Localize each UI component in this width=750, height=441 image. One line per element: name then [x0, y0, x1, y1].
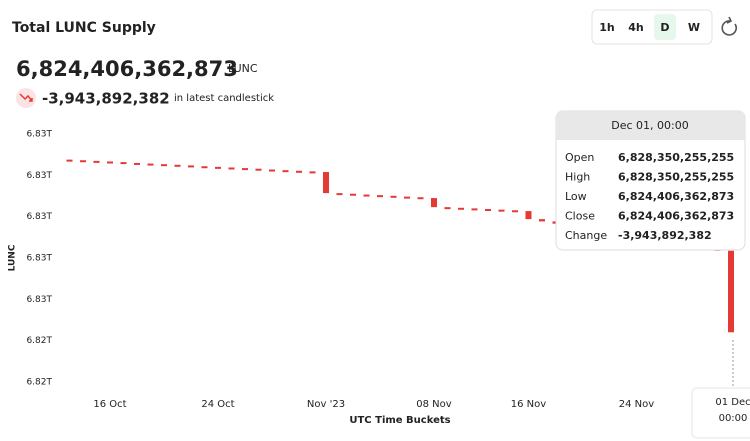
tooltip-row-name: Close	[565, 210, 595, 223]
interval-button[interactable]: 4h	[628, 21, 644, 34]
candle-body	[458, 207, 464, 210]
tooltip-row-value: -3,943,892,382	[618, 229, 712, 242]
candle-body	[525, 211, 532, 220]
candle-body	[363, 194, 370, 197]
candle-body	[309, 171, 316, 174]
candle-body	[417, 197, 424, 200]
candle-body	[66, 159, 73, 162]
y-tick-label: 6.83T	[26, 212, 52, 222]
crosshair-date: 01 Dec	[715, 397, 750, 408]
interval-button[interactable]: 1h	[599, 21, 615, 34]
candle-body	[512, 210, 518, 213]
candle-body	[269, 169, 275, 172]
y-tick-label: 6.82T	[26, 336, 52, 346]
x-tick-label: 24 Oct	[201, 399, 234, 410]
unit: LUNC	[228, 62, 258, 75]
candle-body	[728, 250, 734, 333]
candle-body	[228, 167, 235, 170]
tooltip-row-value: 6,824,406,362,873	[618, 190, 734, 203]
x-tick-label: 08 Nov	[416, 399, 452, 410]
y-tick-label: 6.83T	[26, 254, 52, 264]
candle-body	[296, 170, 302, 173]
candle-body	[377, 195, 383, 198]
candle-body	[323, 172, 329, 194]
crosshair-label-bg	[691, 387, 750, 439]
x-tick-label: 24 Nov	[619, 399, 655, 410]
y-tick-label: 6.82T	[26, 378, 52, 388]
change-note: in latest candlestick	[174, 93, 274, 104]
interval-button[interactable]: D	[660, 21, 669, 34]
candle-body	[201, 166, 208, 169]
candle-body	[539, 219, 545, 222]
x-tick-label: 16 Oct	[93, 399, 126, 410]
candle-body	[498, 209, 505, 212]
down-arrow	[19, 93, 33, 102]
tooltip-header	[556, 111, 745, 140]
tooltip-row-value: 6,828,350,255,255	[618, 171, 734, 184]
tooltip-row-name: Low	[565, 190, 587, 203]
interval-group	[591, 9, 713, 45]
supply: 6,824,406,362,873	[16, 57, 238, 81]
candle-body	[444, 207, 451, 210]
crosshair-time: 00:00	[719, 413, 748, 424]
candle-body	[255, 168, 262, 171]
candle-body	[107, 161, 113, 164]
candle-body	[134, 162, 140, 165]
title: Total LUNC Supply	[12, 20, 156, 36]
candle-body	[471, 208, 478, 211]
candle-body	[350, 193, 356, 196]
candle-body	[93, 160, 100, 163]
candle-body	[120, 162, 127, 165]
tooltip-row-value: 6,828,350,255,255	[618, 151, 734, 164]
candle-body	[174, 164, 181, 167]
x-tick-label: 16 Nov	[511, 399, 547, 410]
tooltip-row-name: Change	[565, 229, 607, 242]
candle-body	[215, 166, 221, 169]
y-tick-label: 6.83T	[26, 295, 52, 305]
tooltip-title: Dec 01, 00:00	[611, 119, 688, 132]
y-axis-title: LUNC	[8, 244, 18, 271]
x-axis-title: UTC Time Buckets	[349, 415, 450, 426]
y-tick-label: 6.83T	[26, 171, 52, 181]
candle-body	[161, 164, 167, 167]
candle-body	[404, 196, 410, 199]
candle-body	[485, 209, 491, 212]
tooltip-row-value: 6,824,406,362,873	[618, 210, 734, 223]
refresh-button[interactable]	[721, 20, 738, 36]
tooltip-row-name: High	[565, 171, 590, 184]
candle-body	[431, 198, 437, 208]
candle-body	[188, 165, 194, 168]
refresh-arrow	[726, 16, 733, 24]
candle-body	[282, 170, 289, 173]
candle-body	[390, 195, 397, 198]
candle-body	[147, 163, 154, 166]
candle-body	[336, 193, 343, 196]
change: -3,943,892,382	[42, 90, 170, 108]
x-tick-label: Nov '23	[307, 399, 345, 410]
y-tick-label: 6.83T	[26, 130, 52, 140]
interval-active-bg	[654, 14, 676, 40]
tooltip-row-name: Open	[565, 151, 594, 164]
interval-button[interactable]: W	[688, 21, 700, 34]
candle-body	[242, 168, 248, 171]
candle-body	[80, 160, 86, 163]
